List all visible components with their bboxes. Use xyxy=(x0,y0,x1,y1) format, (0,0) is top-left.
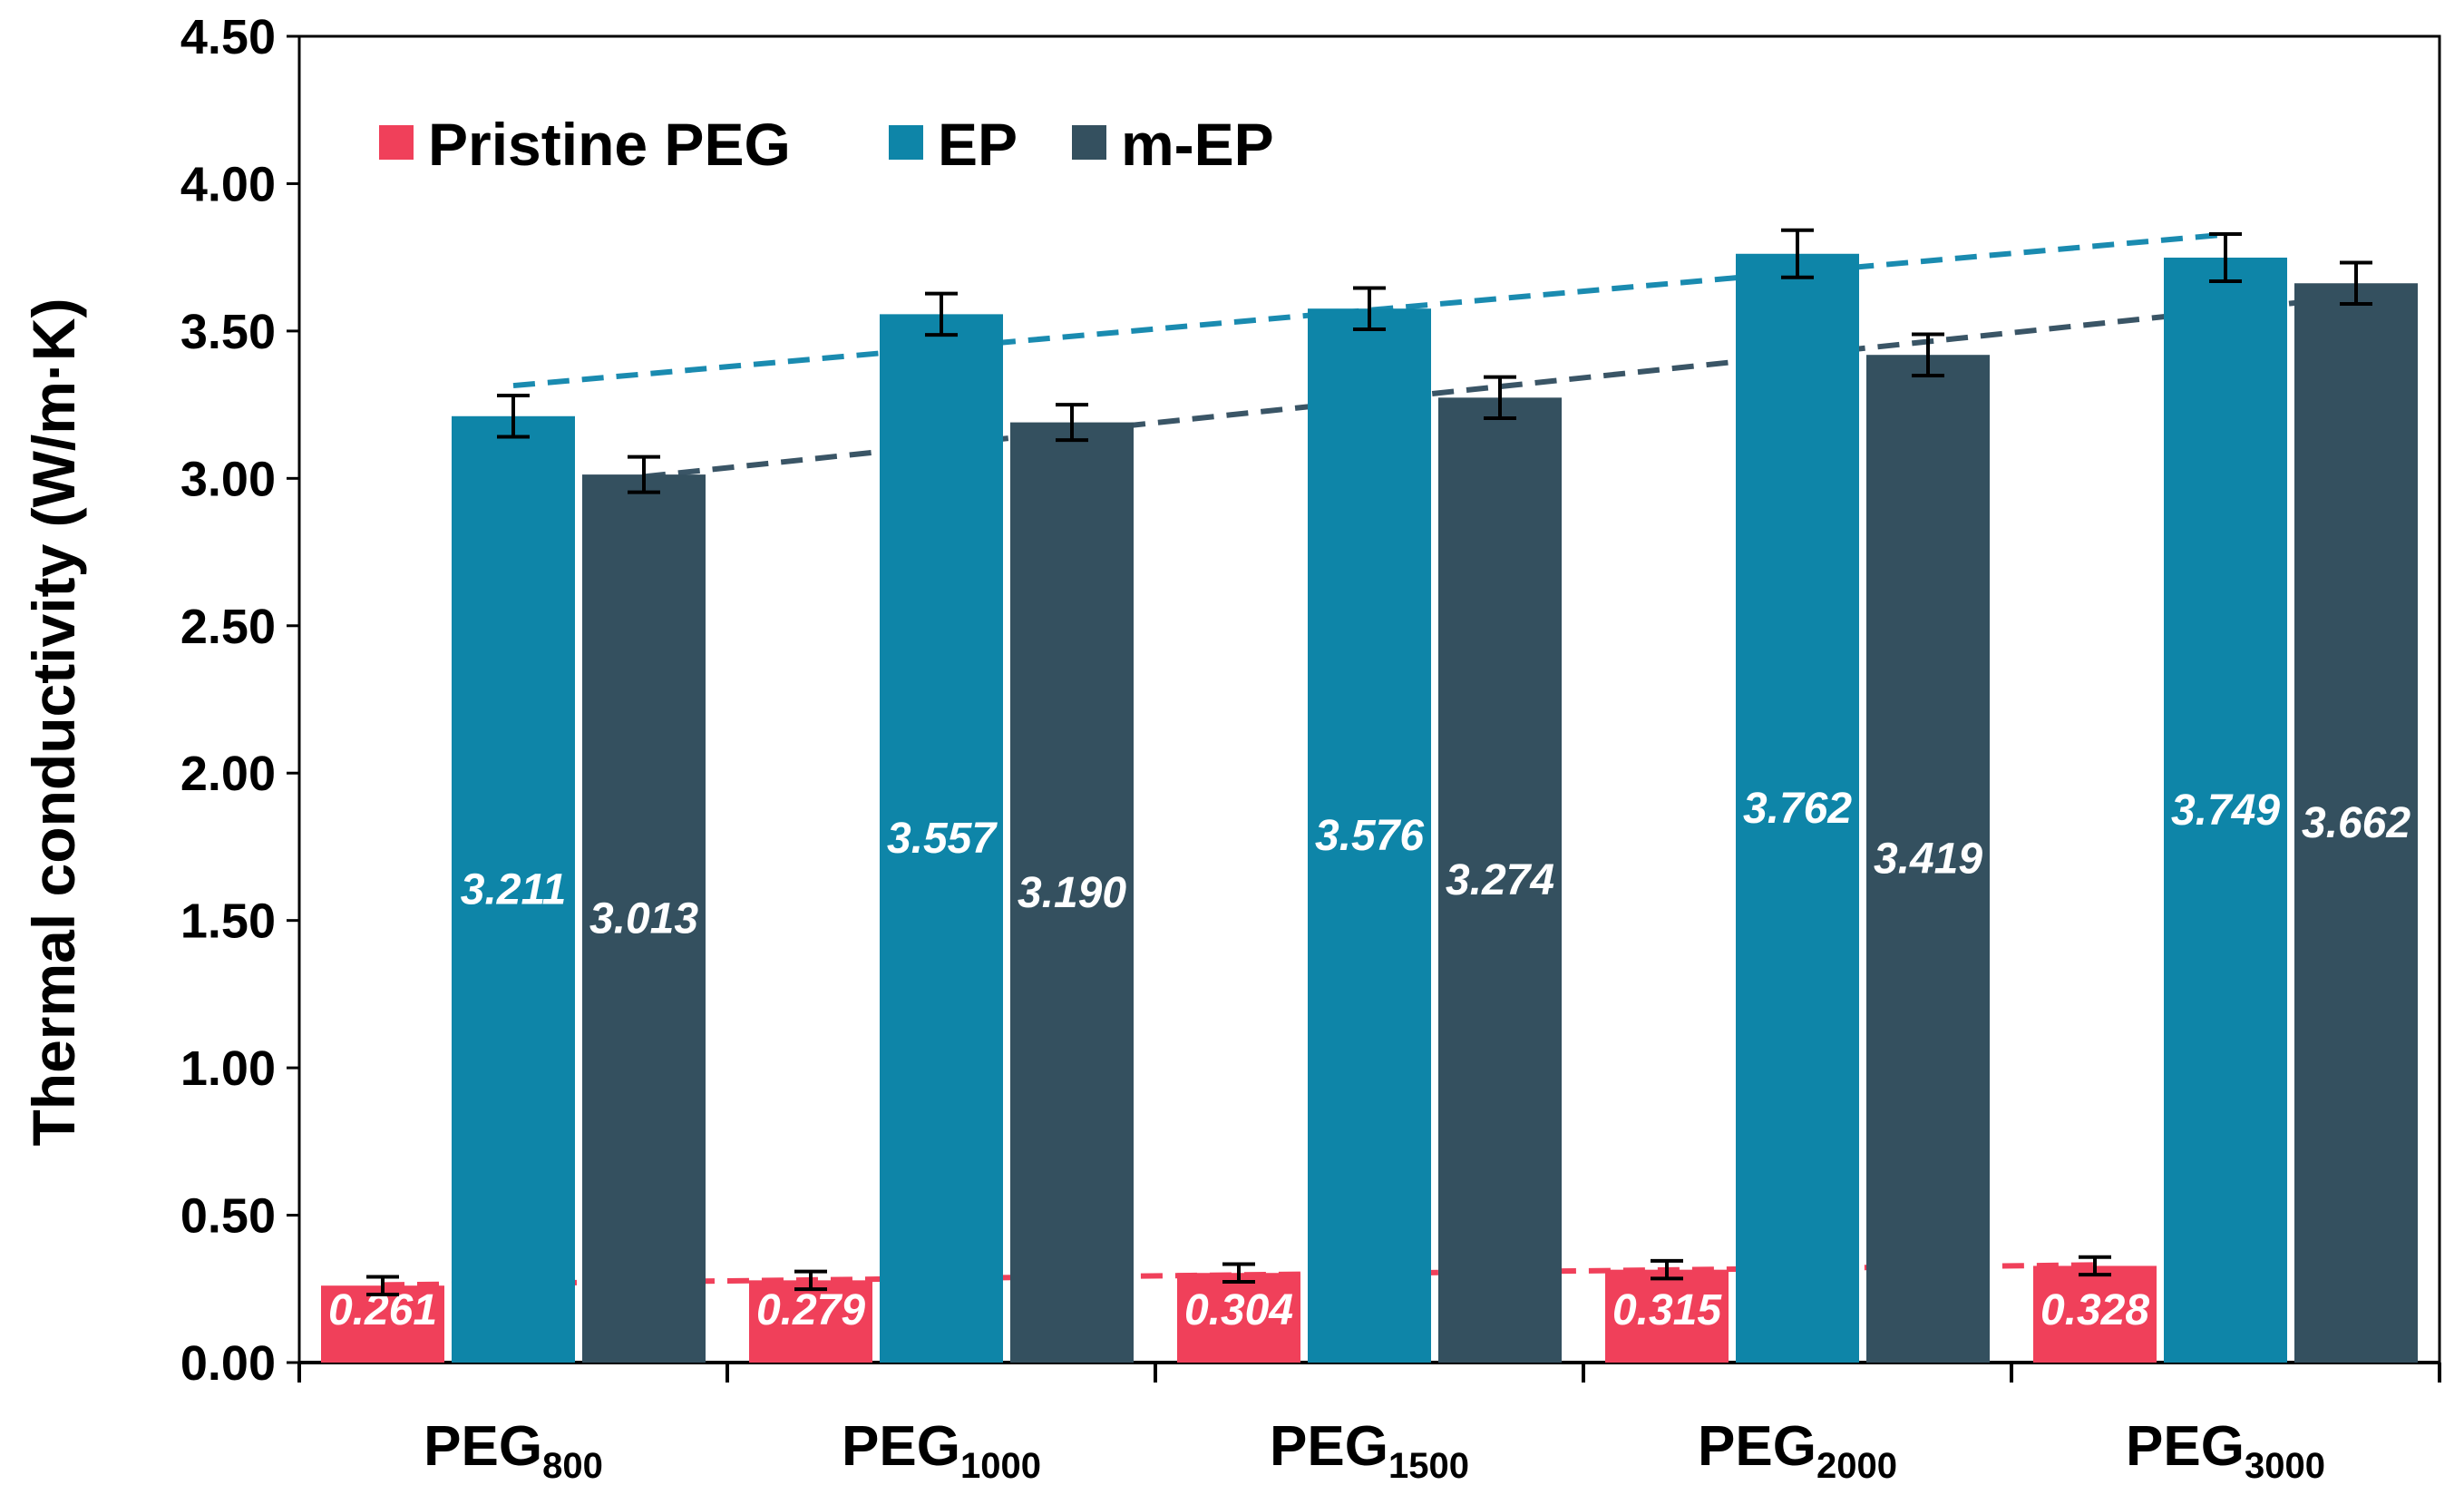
data-label: 3.762 xyxy=(1743,785,1852,833)
data-label: 3.190 xyxy=(1018,869,1126,917)
bar xyxy=(2294,283,2418,1363)
legend: Pristine PEG EP m-EP xyxy=(379,111,1274,178)
legend-label: Pristine PEG xyxy=(428,111,791,178)
bar xyxy=(749,1280,872,1363)
category-subscript: 1000 xyxy=(960,1446,1041,1486)
bar xyxy=(321,1285,444,1363)
category-base: PEG xyxy=(424,1415,542,1478)
data-label: 0.328 xyxy=(2040,1286,2149,1334)
data-label: 3.013 xyxy=(589,895,698,943)
bars xyxy=(321,253,2418,1363)
x-category-label: PEG1000 xyxy=(842,1415,1041,1486)
bar xyxy=(1736,253,1859,1363)
error-bars xyxy=(366,228,2372,1296)
y-axis: 0.00 0.50 1.00 1.50 2.00 2.50 3.00 3.50 4.00 4.50 xyxy=(180,10,299,1391)
data-label: 0.279 xyxy=(756,1286,865,1334)
y-tick-label: 0.00 xyxy=(180,1336,276,1391)
y-axis-title: Thermal conductivity (W/m·K) xyxy=(20,298,87,1146)
legend-swatch xyxy=(889,125,923,160)
y-tick-label: 3.00 xyxy=(180,452,276,506)
bar xyxy=(1438,397,1562,1363)
legend-swatch xyxy=(379,125,414,160)
y-tick-label: 2.50 xyxy=(180,600,276,654)
data-label: 3.749 xyxy=(2171,787,2280,835)
bar xyxy=(880,314,1003,1363)
data-label: 3.419 xyxy=(1874,835,1982,884)
y-tick-label: 4.00 xyxy=(180,157,276,211)
bar xyxy=(452,415,575,1363)
x-category-label: PEG800 xyxy=(424,1415,603,1486)
category-subscript: 3000 xyxy=(2245,1446,2325,1486)
y-tick-label: 2.00 xyxy=(180,747,276,801)
data-label: 3.557 xyxy=(887,815,998,863)
trendline-ep xyxy=(512,231,2226,389)
y-tick-label: 3.50 xyxy=(180,305,276,359)
legend-swatch xyxy=(1072,125,1106,160)
bar xyxy=(2164,257,2287,1363)
data-label: 0.304 xyxy=(1184,1286,1293,1334)
x-category-label: PEG1500 xyxy=(1270,1415,1469,1486)
y-tick-label: 4.50 xyxy=(180,10,276,64)
category-subscript: 2000 xyxy=(1816,1446,1897,1486)
data-label: 3.211 xyxy=(461,865,567,914)
y-tick-label: 1.50 xyxy=(180,894,276,949)
data-label: 3.662 xyxy=(2302,799,2410,847)
bar xyxy=(2033,1265,2157,1363)
bar xyxy=(1605,1269,1729,1363)
data-label: 3.274 xyxy=(1446,856,1554,904)
y-tick-label: 0.50 xyxy=(180,1189,276,1244)
bar xyxy=(1010,422,1134,1363)
category-subscript: 1500 xyxy=(1388,1446,1469,1486)
bar xyxy=(1308,308,1431,1363)
category-subscript: 800 xyxy=(542,1446,603,1486)
bar xyxy=(1866,355,1990,1363)
legend-label: m-EP xyxy=(1121,111,1274,178)
x-category-label: PEG2000 xyxy=(1698,1415,1897,1486)
x-category-label: PEG3000 xyxy=(2126,1415,2325,1486)
y-tick-label: 1.00 xyxy=(180,1041,276,1096)
legend-label: EP xyxy=(938,111,1018,178)
data-label: 3.576 xyxy=(1315,812,1424,860)
data-label: 0.315 xyxy=(1612,1286,1722,1334)
bar xyxy=(1177,1273,1300,1363)
category-base: PEG xyxy=(2126,1415,2245,1478)
x-axis: PEG800 PEG1000 PEG1500 PEG2000 PEG3000 xyxy=(297,1361,2441,1486)
category-base: PEG xyxy=(1270,1415,1388,1478)
category-base: PEG xyxy=(842,1415,960,1478)
category-base: PEG xyxy=(1698,1415,1816,1478)
bar xyxy=(582,474,706,1363)
